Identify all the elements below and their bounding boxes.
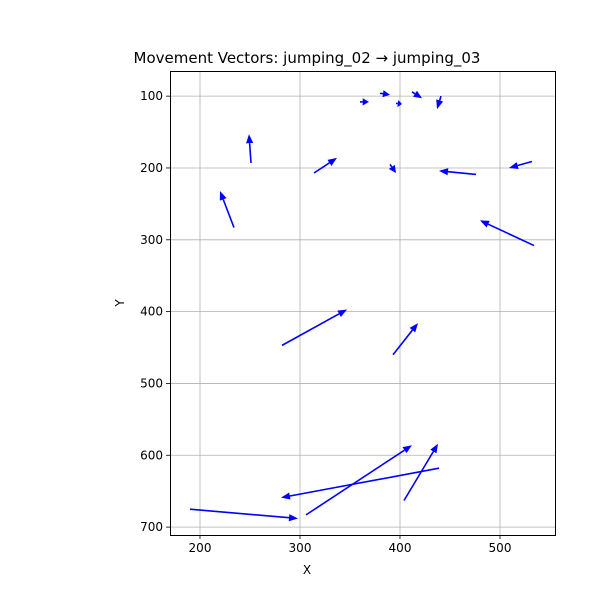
vector-arrow bbox=[411, 90, 422, 99]
vector-shaft bbox=[411, 91, 416, 95]
vector-shaft bbox=[289, 467, 440, 497]
vector-shaft bbox=[392, 329, 414, 356]
vector-head bbox=[327, 157, 337, 166]
vector-arrow bbox=[395, 99, 402, 108]
vector-arrow bbox=[313, 157, 337, 174]
vector-head bbox=[382, 90, 390, 98]
vector-shaft bbox=[487, 223, 535, 247]
vector-head bbox=[362, 98, 369, 106]
vector-head bbox=[246, 134, 254, 144]
vector-head bbox=[436, 99, 444, 110]
vector-head bbox=[480, 220, 490, 228]
vector-arrow bbox=[281, 467, 440, 500]
y-tick-label: 500 bbox=[140, 376, 163, 390]
y-tick-label: 300 bbox=[140, 233, 163, 247]
x-tick-label: 200 bbox=[189, 541, 212, 555]
vector-arrow bbox=[388, 163, 396, 173]
vector-head bbox=[397, 99, 402, 108]
vector-arrow bbox=[281, 309, 347, 347]
x-axis-ticks: 200 300 400 500 bbox=[189, 535, 512, 555]
x-tick-label: 300 bbox=[289, 541, 312, 555]
vector-head bbox=[439, 168, 449, 176]
vector-head bbox=[509, 162, 519, 169]
plot-frame bbox=[170, 71, 556, 536]
vector-arrow bbox=[305, 445, 412, 516]
y-tick-label: 400 bbox=[140, 305, 163, 319]
grid-lines bbox=[170, 71, 555, 535]
vector-shaft bbox=[447, 170, 477, 176]
vector-arrow bbox=[219, 190, 235, 228]
y-tick-label: 100 bbox=[140, 89, 163, 103]
vector-arrow bbox=[360, 98, 369, 106]
vector-shaft bbox=[389, 163, 393, 168]
vector-arrow bbox=[379, 90, 390, 98]
vector-shaft bbox=[248, 143, 252, 163]
vector-shaft bbox=[189, 508, 290, 519]
vector-arrow bbox=[189, 508, 298, 522]
y-axis-label: Y bbox=[113, 299, 127, 308]
vector-shaft bbox=[403, 451, 435, 501]
vector-head bbox=[281, 492, 291, 500]
x-axis-label: X bbox=[303, 563, 311, 577]
vector-arrow bbox=[246, 134, 254, 163]
vector-shaft bbox=[438, 95, 442, 101]
vector-head bbox=[219, 190, 227, 201]
y-tick-label: 200 bbox=[140, 161, 163, 175]
vector-shaft bbox=[305, 449, 405, 516]
vector-head bbox=[388, 164, 396, 173]
vector-head bbox=[430, 443, 438, 454]
vector-arrows bbox=[189, 90, 535, 522]
vector-arrow bbox=[392, 323, 418, 356]
y-tick-label: 600 bbox=[140, 448, 163, 462]
y-tick-label: 700 bbox=[140, 520, 163, 534]
x-tick-label: 400 bbox=[389, 541, 412, 555]
vector-arrow bbox=[480, 220, 535, 247]
vector-head bbox=[402, 445, 412, 454]
vector-arrow bbox=[403, 443, 438, 501]
vector-shaft bbox=[281, 313, 340, 347]
vector-arrow bbox=[436, 95, 444, 110]
vector-head bbox=[409, 323, 418, 333]
vector-shaft bbox=[517, 160, 533, 167]
vector-arrow bbox=[509, 160, 533, 169]
y-axis-ticks: 100 200 300 400 500 600 700 bbox=[140, 89, 170, 534]
vector-shaft bbox=[313, 162, 330, 174]
vector-shaft bbox=[222, 199, 235, 228]
x-tick-label: 500 bbox=[489, 541, 512, 555]
chart-title: Movement Vectors: jumping_02 → jumping_0… bbox=[134, 49, 481, 68]
vector-head bbox=[337, 309, 347, 317]
vector-arrow bbox=[439, 168, 477, 176]
vector-head bbox=[288, 514, 298, 522]
vector-head bbox=[413, 90, 422, 99]
